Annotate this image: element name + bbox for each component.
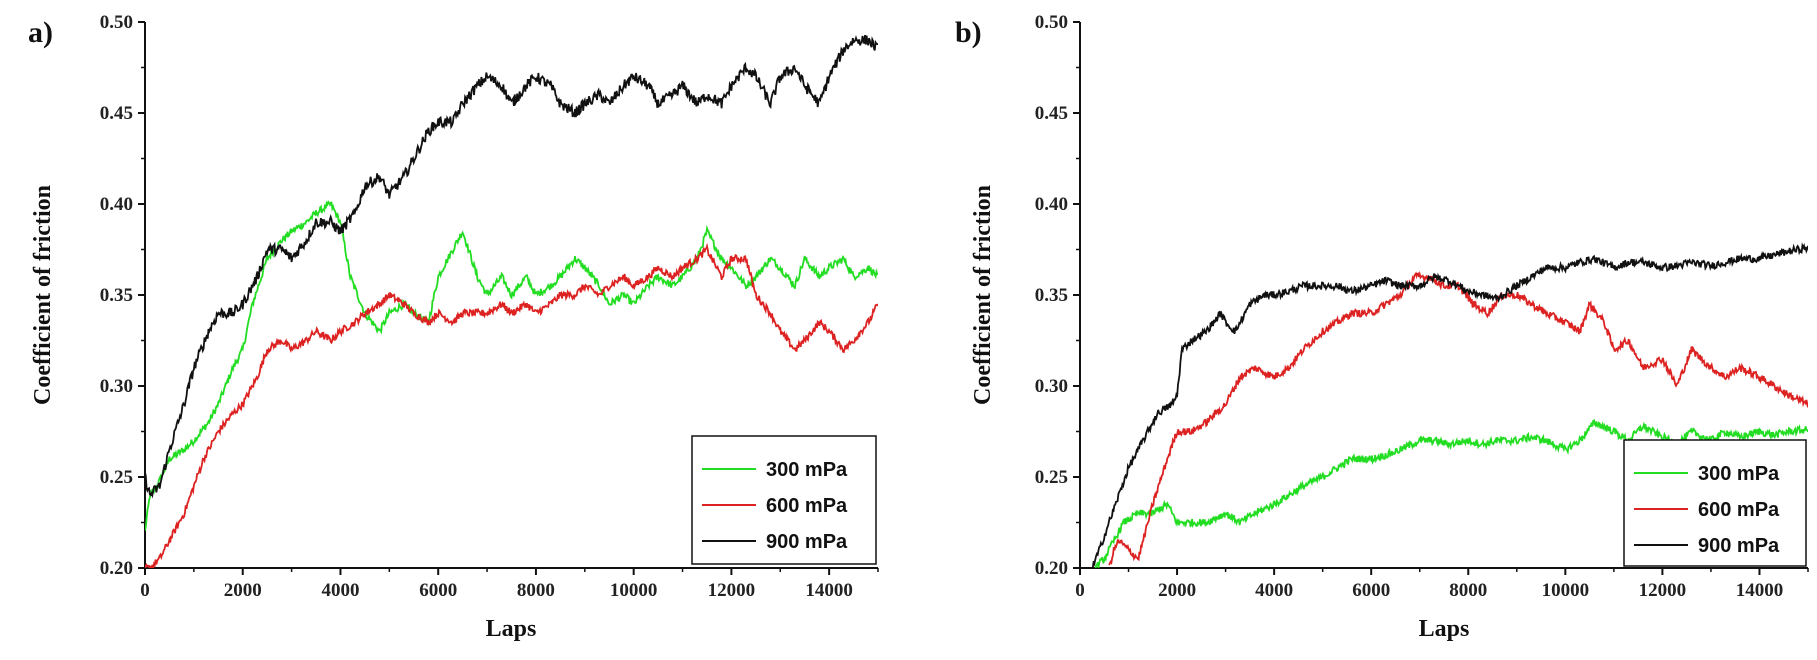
legend-label: 300 mPa xyxy=(766,459,848,481)
x-tick-label: 2000 xyxy=(224,580,262,601)
y-tick-label: 0.40 xyxy=(1035,194,1068,215)
x-tick-label: 14000 xyxy=(1736,580,1784,601)
y-tick-label: 0.35 xyxy=(100,285,133,306)
x-tick-label: 8000 xyxy=(517,580,555,601)
panel-label: a) xyxy=(28,16,53,49)
legend: 300 mPa 600 mPa 900 mPa xyxy=(691,435,877,565)
x-tick-label: 8000 xyxy=(1449,580,1487,601)
y-axis-title: Coefficient of friction xyxy=(970,185,996,405)
x-tick-label: 12000 xyxy=(1639,580,1687,601)
chart-panel-a: a) 0.20 0.25 0.30 0.35 0.40 0.45 0.50 0 2000 4000 6… xyxy=(28,12,879,642)
x-tick-label: 14000 xyxy=(805,580,853,601)
x-tick-label: 4000 xyxy=(1255,580,1293,601)
y-tick-label: 0.35 xyxy=(1035,285,1068,306)
y-tick-label: 0.25 xyxy=(100,467,133,488)
y-tick-label: 0.25 xyxy=(1035,467,1068,488)
x-tick-label: 10000 xyxy=(610,580,658,601)
chart-panel-b: b) 0.20 0.25 0.30 0.35 0.40 0.45 0.50 0 2000 4000 6… xyxy=(955,12,1809,642)
x-tick-label: 12000 xyxy=(708,580,756,601)
x-tick-label: 6000 xyxy=(1352,580,1390,601)
y-tick-label: 0.50 xyxy=(100,12,133,33)
panel-label: b) xyxy=(955,16,982,49)
y-tick-label: 0.30 xyxy=(100,376,133,397)
series-line-300-mpa xyxy=(1094,419,1808,568)
legend-label: 600 mPa xyxy=(1698,499,1780,521)
series-line-300-mpa xyxy=(145,200,878,531)
legend-label: 300 mPa xyxy=(1698,463,1780,485)
legend-label: 600 mPa xyxy=(766,495,848,517)
y-tick-label: 0.20 xyxy=(1035,558,1068,579)
x-tick-label: 4000 xyxy=(321,580,359,601)
x-tick-label: 0 xyxy=(140,580,150,601)
y-tick-label: 0.45 xyxy=(100,103,133,124)
x-tick-label: 2000 xyxy=(1158,580,1196,601)
y-tick-label: 0.30 xyxy=(1035,376,1068,397)
y-tick-label: 0.50 xyxy=(1035,12,1068,33)
series-line-600-mpa xyxy=(1108,270,1808,566)
legend-box xyxy=(691,435,877,565)
y-tick-label: 0.40 xyxy=(100,194,133,215)
x-tick-label: 10000 xyxy=(1542,580,1590,601)
series-line-900-mpa xyxy=(1091,242,1808,568)
x-axis-title: Laps xyxy=(1419,616,1470,642)
series-line-900-mpa xyxy=(145,35,878,499)
x-axis-title: Laps xyxy=(486,616,537,642)
y-tick-label: 0.20 xyxy=(100,558,133,579)
x-tick-label: 6000 xyxy=(419,580,457,601)
x-tick-label: 0 xyxy=(1075,580,1085,601)
y-axis-title: Coefficient of friction xyxy=(30,185,56,405)
legend-label: 900 mPa xyxy=(766,531,848,553)
series-line-600-mpa xyxy=(145,242,878,568)
legend-label: 900 mPa xyxy=(1698,535,1780,557)
y-tick-label: 0.45 xyxy=(1035,103,1068,124)
legend: 300 mPa 600 mPa 900 mPa xyxy=(1623,439,1807,567)
